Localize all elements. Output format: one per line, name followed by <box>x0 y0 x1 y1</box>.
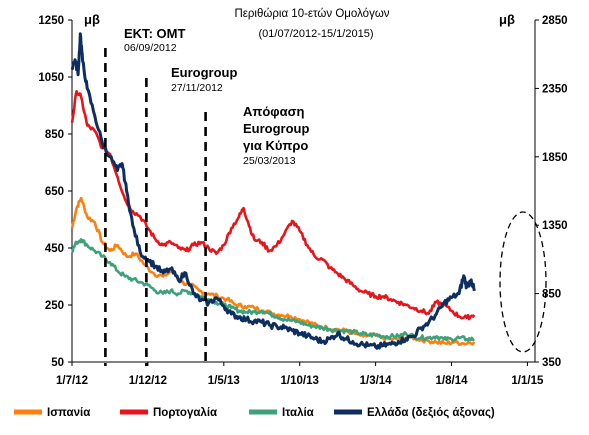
left-tick-label: 650 <box>45 186 64 198</box>
x-tick-label: 1/12/12 <box>129 375 167 387</box>
right-tick-label: 850 <box>542 289 561 301</box>
highlight-ellipse <box>499 211 547 353</box>
right-tick-label: 2350 <box>542 83 568 95</box>
legend: Ισπανία Πορτογαλία Ιταλία Ελλάδα (δεξιός… <box>14 407 495 419</box>
x-tick-label: 1/1/15 <box>511 375 544 387</box>
event-label-cyprus-line3: για Κύπρο <box>243 138 308 153</box>
event-label-eurogroup: Eurogroup <box>171 65 237 80</box>
left-tick-label: 250 <box>45 300 64 312</box>
x-axis-ticks: 1/7/12 1/12/12 1/5/13 1/10/13 1/3/14 1/8/14 1/… <box>56 362 544 387</box>
legend-label-portugal: Πορτογαλία <box>153 407 217 419</box>
right-tick-label: 350 <box>542 357 561 369</box>
x-tick-label: 1/7/12 <box>56 375 88 387</box>
left-tick-label: 450 <box>45 243 64 255</box>
event-label-omt: ΕΚΤ: ΟΜΤ <box>124 26 185 41</box>
right-tick-label: 1350 <box>542 220 568 232</box>
legend-label-spain: Ισπανία <box>47 407 90 419</box>
x-tick-label: 1/8/14 <box>436 375 469 387</box>
series-line-3 <box>70 32 476 350</box>
series-line-1 <box>70 90 476 321</box>
right-tick-label: 1850 <box>542 152 568 164</box>
left-tick-label: 1050 <box>38 72 64 84</box>
legend-label-greece: Ελλάδα (δεξιός άξονας) <box>367 407 495 419</box>
left-axis-unit: μβ <box>84 12 100 27</box>
left-axis-ticks: 1250 1050 850 650 450 250 50 <box>38 15 72 369</box>
chart-title: Περιθώρια 10-ετών Ομολόγων <box>234 8 389 20</box>
legend-label-italy: Ιταλία <box>282 407 314 419</box>
right-axis-unit: μβ <box>499 12 515 27</box>
right-tick-label: 2850 <box>542 15 568 27</box>
series-layer <box>70 32 476 350</box>
x-tick-label: 1/3/14 <box>360 375 393 387</box>
event-date-cyprus: 25/03/2013 <box>243 155 296 167</box>
left-tick-label: 1250 <box>38 15 64 27</box>
right-axis-ticks: 2850 2350 1850 1350 850 350 <box>535 15 568 369</box>
x-tick-label: 1/10/13 <box>281 375 319 387</box>
event-date-omt: 06/09/2012 <box>124 42 177 54</box>
left-tick-label: 850 <box>45 129 64 141</box>
event-label-cyprus-line1: Απόφαση <box>243 104 304 119</box>
left-tick-label: 50 <box>51 357 64 369</box>
x-tick-label: 1/5/13 <box>208 375 240 387</box>
event-label-cyprus-line2: Eurogroup <box>243 121 309 136</box>
event-date-eurogroup: 27/11/2012 <box>171 82 223 94</box>
series-line-2 <box>71 238 475 343</box>
chart-subtitle: (01/07/2012-15/1/2015) <box>259 28 374 40</box>
event-lines <box>104 48 207 366</box>
